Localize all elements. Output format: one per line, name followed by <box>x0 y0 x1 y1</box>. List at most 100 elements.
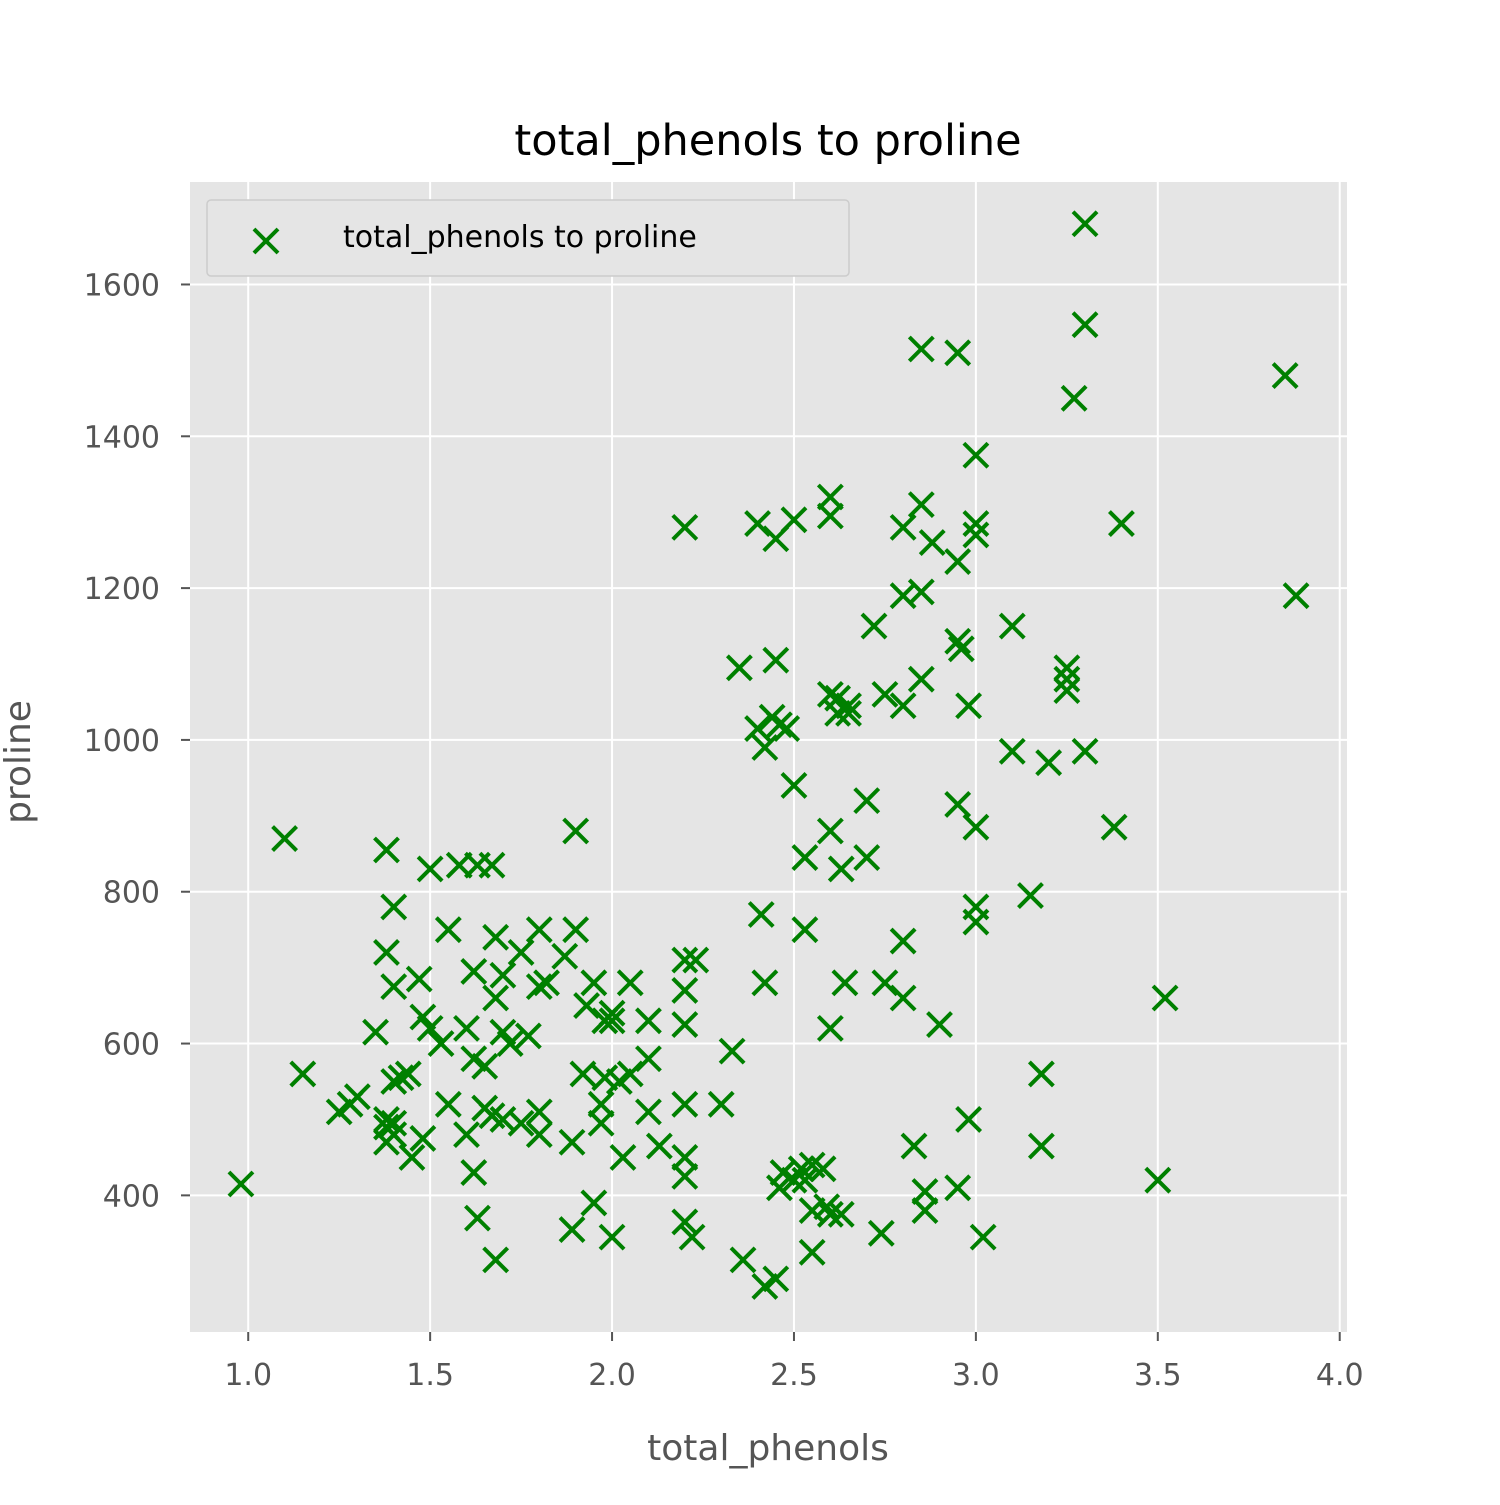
data-point <box>751 734 779 761</box>
x-tick-label: 2.5 <box>770 1358 818 1393</box>
data-point <box>998 612 1026 640</box>
data-point <box>831 969 859 997</box>
data-point <box>751 969 779 997</box>
data-point <box>889 692 917 720</box>
data-point <box>762 1265 790 1293</box>
data-point <box>1027 1132 1055 1160</box>
data-point <box>835 699 862 727</box>
data-point <box>482 984 510 1012</box>
data-point <box>816 1200 844 1228</box>
data-point <box>962 521 990 549</box>
data-point <box>598 1223 626 1251</box>
data-point <box>780 772 808 799</box>
data-point <box>558 1128 586 1156</box>
data-point <box>725 654 753 682</box>
data-point <box>907 665 935 693</box>
data-point <box>827 1200 855 1228</box>
data-point <box>489 961 517 989</box>
data-point <box>1071 737 1099 765</box>
data-point <box>394 1060 422 1088</box>
x-tick-label: 3.5 <box>1134 1358 1182 1393</box>
data-point <box>573 992 600 1020</box>
data-point <box>525 1098 553 1126</box>
data-point <box>900 1132 928 1160</box>
legend: total_phenols to proline <box>206 199 850 277</box>
data-point <box>580 969 608 997</box>
data-point <box>1053 677 1081 704</box>
data-point <box>671 513 699 541</box>
data-point <box>780 506 808 534</box>
data-points <box>227 210 1310 1300</box>
data-point <box>453 1121 480 1149</box>
data-point <box>791 916 819 944</box>
data-point <box>616 969 644 997</box>
chart-title: total_phenols to proline <box>514 116 1021 166</box>
data-point <box>1053 665 1081 693</box>
data-point <box>762 646 790 674</box>
data-point <box>791 844 819 871</box>
data-point <box>969 1223 997 1251</box>
data-point <box>551 942 579 970</box>
data-point <box>747 901 775 928</box>
data-point <box>682 946 710 974</box>
data-point <box>998 737 1026 765</box>
data-point <box>889 984 917 1012</box>
data-point <box>729 1246 757 1274</box>
data-point <box>744 715 771 742</box>
data-point <box>707 1090 735 1118</box>
data-point <box>1144 1166 1172 1194</box>
x-tick-label: 4.0 <box>1316 1358 1364 1393</box>
data-point <box>918 529 946 556</box>
data-point <box>889 927 917 955</box>
data-point <box>227 1170 255 1198</box>
data-point <box>1017 882 1044 909</box>
data-point <box>816 502 844 530</box>
data-point <box>1060 384 1088 412</box>
data-point <box>569 1060 597 1088</box>
data-point <box>907 491 935 519</box>
data-point <box>1271 362 1299 389</box>
data-point <box>416 1014 444 1042</box>
data-point <box>380 973 408 1001</box>
data-point <box>460 958 488 985</box>
data-point <box>671 1011 699 1038</box>
data-point <box>460 1159 488 1187</box>
data-point <box>609 1143 637 1171</box>
x-tick-label: 1.5 <box>406 1358 454 1393</box>
data-point <box>671 946 699 974</box>
data-point <box>362 1018 389 1046</box>
data-point <box>867 1219 895 1247</box>
data-point <box>678 1223 706 1251</box>
data-point <box>809 1155 837 1183</box>
data-point <box>496 1030 524 1057</box>
y-tick-label: 1600 <box>84 268 160 303</box>
legend-box <box>206 199 850 277</box>
data-point <box>947 635 975 663</box>
data-point <box>482 1246 510 1274</box>
y-tick-label: 400 <box>103 1179 160 1214</box>
data-point <box>562 817 590 845</box>
data-point <box>1071 210 1099 238</box>
data-point <box>962 908 990 936</box>
data-point <box>405 965 433 993</box>
data-point <box>944 791 972 818</box>
data-point <box>1282 582 1310 610</box>
data-point <box>427 1030 455 1057</box>
y-tick-label: 600 <box>103 1028 160 1063</box>
x-tick-label: 3.0 <box>952 1358 1000 1393</box>
data-point <box>598 1007 626 1035</box>
data-point <box>380 893 408 921</box>
data-point <box>1108 510 1135 537</box>
legend-marker <box>252 227 280 255</box>
data-point <box>907 578 935 606</box>
data-point <box>598 999 626 1027</box>
y-tick-label: 1400 <box>84 420 160 455</box>
data-point <box>645 1132 673 1160</box>
axis-ticks: 1.0 1.5 2.0 2.5 3.0 3.5 4.0 400 600 800 1000 1200 14… <box>84 268 1364 1393</box>
data-point <box>944 548 972 575</box>
x-axis-label: total_phenols <box>647 1428 889 1469</box>
data-point <box>380 1121 408 1149</box>
data-point <box>533 969 560 997</box>
